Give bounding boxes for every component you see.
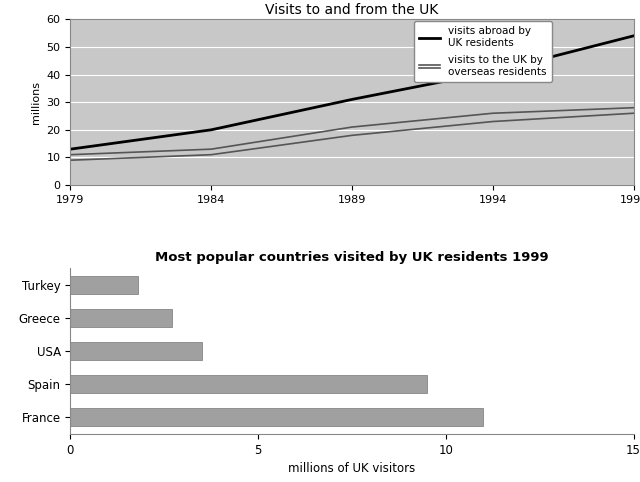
- Title: Most popular countries visited by UK residents 1999: Most popular countries visited by UK res…: [155, 251, 549, 264]
- Bar: [70, 342, 202, 360]
- Legend: visits abroad by
UK residents, visits to the UK by
overseas residents: visits abroad by UK residents, visits to…: [413, 21, 552, 82]
- X-axis label: millions of UK visitors: millions of UK visitors: [289, 462, 415, 475]
- Bar: [70, 276, 138, 294]
- Y-axis label: millions: millions: [31, 80, 41, 124]
- Bar: [70, 408, 483, 426]
- Bar: [70, 308, 172, 327]
- Bar: [70, 375, 427, 393]
- Title: Visits to and from the UK: Visits to and from the UK: [266, 3, 438, 17]
